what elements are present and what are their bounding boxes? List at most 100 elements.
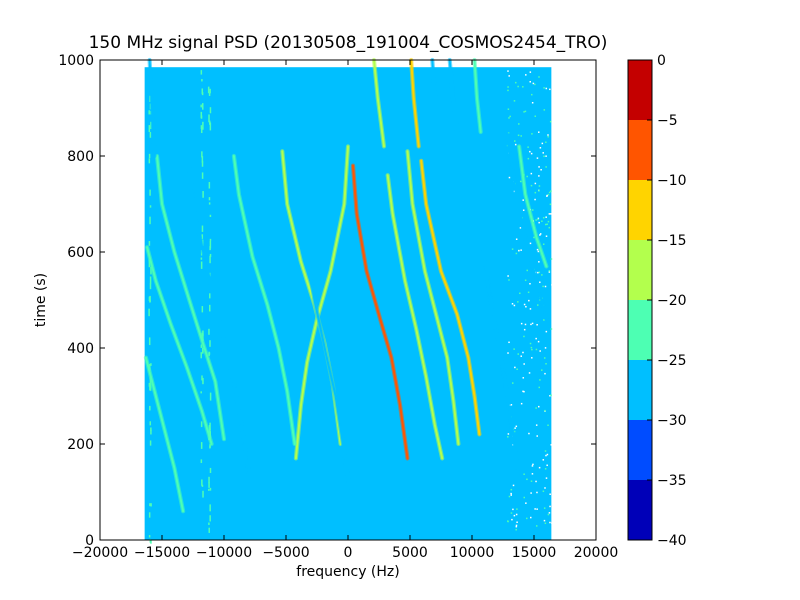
noise-streak (209, 515, 211, 522)
noise-speck (549, 203, 552, 206)
noise-speck (524, 279, 527, 282)
noise-speck (543, 87, 545, 89)
noise-streak (201, 161, 204, 167)
noise-streak (208, 424, 211, 433)
noise-speck (536, 157, 539, 159)
noise-speck (532, 463, 534, 466)
noise-speck (546, 194, 548, 197)
noise-speck (519, 180, 522, 183)
colorbar-band (628, 360, 652, 420)
noise-speck (511, 248, 514, 250)
noise-streak (149, 405, 151, 411)
noise-speck (517, 301, 519, 303)
noise-speck (523, 390, 525, 393)
noise-streak (148, 110, 150, 115)
noise-speck (507, 436, 509, 438)
noise-speck (528, 372, 531, 374)
noise-streak (148, 308, 150, 317)
signal-trace (448, 59, 460, 143)
noise-streak (200, 352, 202, 359)
noise-streak (208, 202, 211, 205)
noise-streak (202, 490, 204, 498)
noise-speck (534, 83, 536, 86)
noise-speck (550, 444, 552, 446)
noise-speck (508, 75, 510, 77)
noise-speck (516, 368, 518, 371)
noise-streak (200, 70, 203, 75)
x-axis-ticks: −20000 −15000 −10000 −5000 0 5000 10000 15000 20… (72, 60, 618, 561)
x-tick-label: −15000 (134, 545, 190, 561)
colorbar-band (628, 480, 652, 540)
colorbar-tick-label: −35 (657, 473, 687, 489)
noise-streak (208, 482, 210, 488)
noise-streak (201, 225, 204, 232)
noise-speck (507, 86, 509, 88)
noise-speck (530, 346, 533, 349)
noise-streak (149, 205, 152, 208)
noise-speck (536, 304, 539, 306)
noise-speck (538, 166, 540, 168)
colorbar-bands (628, 60, 652, 540)
noise-streak (201, 479, 203, 486)
noise-speck (536, 491, 538, 494)
noise-streak (208, 92, 211, 96)
noise-speck (516, 521, 518, 524)
noise-speck (545, 235, 548, 237)
noise-streak (150, 427, 152, 431)
noise-speck (530, 492, 532, 494)
noise-speck (530, 516, 532, 519)
noise-speck (513, 348, 515, 350)
noise-speck (545, 216, 547, 218)
colorbar-band (628, 240, 652, 300)
noise-speck (544, 347, 547, 349)
noise-speck (523, 496, 525, 499)
signal-trace (352, 164, 409, 460)
noise-streak (208, 197, 211, 201)
noise-speck (548, 226, 551, 229)
noise-speck (513, 514, 516, 517)
noise-speck (516, 508, 518, 510)
noise-speck (522, 86, 524, 88)
noise-streak (208, 522, 210, 525)
noise-speck (545, 454, 547, 457)
noise-streak (208, 304, 211, 312)
noise-speck (511, 303, 514, 305)
noise-speck (539, 233, 542, 235)
x-tick-label: −5000 (262, 545, 309, 561)
noise-streak (209, 255, 211, 264)
noise-speck (529, 342, 532, 345)
noise-speck (507, 352, 509, 354)
noise-speck (519, 292, 521, 295)
noise-speck (543, 357, 546, 359)
noise-speck (551, 284, 553, 286)
noise-streak (207, 86, 210, 94)
noise-speck (507, 108, 510, 110)
noise-speck (544, 450, 547, 452)
noise-speck (538, 76, 540, 78)
x-tick-label: −20000 (72, 545, 128, 561)
noise-speck (545, 477, 548, 479)
noise-speck (542, 490, 545, 493)
noise-streak (148, 158, 151, 164)
y-tick-label: 600 (67, 245, 94, 261)
noise-speck (550, 394, 552, 396)
noise-speck (529, 71, 532, 73)
noise-speck (545, 87, 548, 90)
noise-speck (513, 304, 516, 307)
noise-speck (528, 432, 530, 435)
noise-speck (522, 390, 524, 393)
noise-speck (524, 323, 527, 326)
noise-speck (550, 213, 552, 215)
noise-streak (200, 257, 203, 260)
noise-speck (518, 123, 520, 125)
noise-streak (149, 295, 151, 303)
signal-trace (373, 59, 385, 148)
noise-speck (549, 120, 552, 123)
noise-streak (202, 330, 204, 336)
noise-speck (531, 133, 533, 135)
noise-streak (149, 421, 152, 426)
noise-speck (515, 524, 518, 527)
noise-streak (208, 352, 211, 355)
noise-speck (543, 109, 546, 111)
